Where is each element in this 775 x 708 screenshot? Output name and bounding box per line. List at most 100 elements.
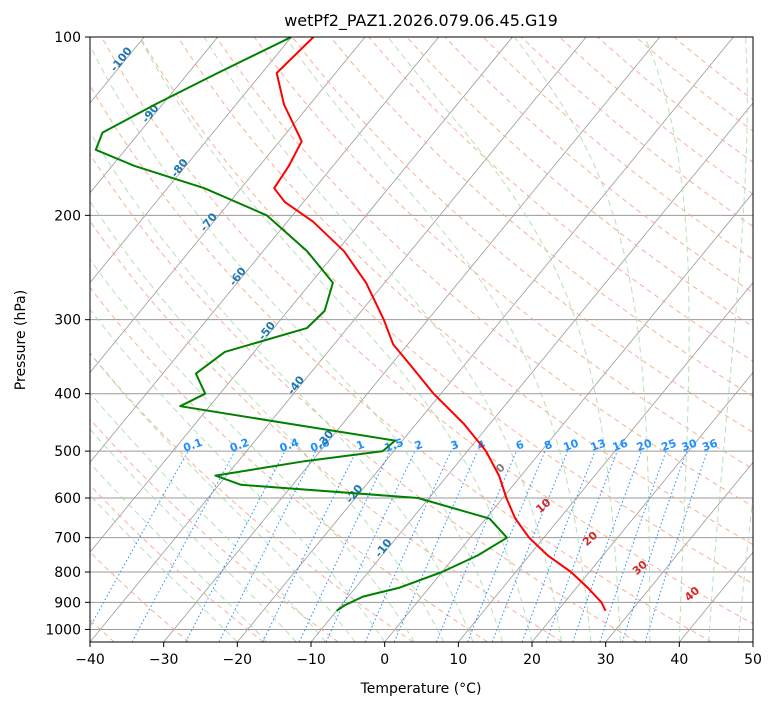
x-tick-label: −20 <box>223 652 253 668</box>
mixing-ratio-label: 20 <box>635 436 654 454</box>
mixing-ratio-line <box>491 450 569 642</box>
mixing-ratio-line <box>131 450 236 642</box>
moist-adiabat-line <box>90 258 415 642</box>
mixing-ratio-label: 36 <box>701 436 720 454</box>
dry-adiabat-line <box>406 37 753 328</box>
x-axis-label: Temperature (°C) <box>360 681 482 697</box>
y-tick-label: 500 <box>54 444 81 460</box>
x-axis-ticks: −40 −30 −20 −10 0 10 20 30 40 50 <box>75 642 762 668</box>
temperature-profile-line <box>273 37 607 612</box>
moist-adiabat-line <box>90 44 503 642</box>
y-tick-label: 900 <box>54 595 81 611</box>
x-tick-label: 20 <box>523 652 541 668</box>
dry-adiabat-line <box>101 37 753 625</box>
y-tick-label: 800 <box>54 565 81 581</box>
x-tick-label: 30 <box>597 652 615 668</box>
y-tick-label: 400 <box>54 387 81 403</box>
mixing-ratio-line <box>364 450 452 642</box>
dry-adiabat-line <box>90 286 488 642</box>
dry-adiabat-line <box>177 37 753 546</box>
moist-adiabat-line <box>284 37 592 642</box>
mixing-ratio-label: 30 <box>680 436 699 454</box>
dry-adiabat-line <box>90 551 190 642</box>
dry-adiabat-line <box>215 37 753 507</box>
dry-adiabat-label: -80 <box>168 156 191 180</box>
dry-adiabat-label: -100 <box>108 44 135 74</box>
y-tick-label: 300 <box>54 313 81 329</box>
dry-adiabat-line <box>635 37 753 132</box>
mixing-ratio-line <box>393 450 479 642</box>
dry-adiabat-line <box>330 37 753 398</box>
dry-adiabat-label: -70 <box>197 210 220 234</box>
mixing-ratio-line <box>521 450 596 642</box>
moist-adiabat-line <box>90 392 327 642</box>
dry-adiabat-label: -60 <box>226 264 249 288</box>
y-tick-label: 700 <box>54 531 81 547</box>
mixing-ratio-line <box>435 450 517 642</box>
mixing-ratio-label: 0.2 <box>228 436 251 455</box>
isotherm-line <box>679 551 753 642</box>
chart-title: wetPf2_PAZ1.2026.079.06.45.G19 <box>284 11 558 31</box>
dry-adiabat-line <box>139 37 753 585</box>
mixing-ratio-label: 10 <box>562 436 581 454</box>
moist-adiabat-line <box>644 37 690 642</box>
y-tick-label: 100 <box>54 30 81 46</box>
x-tick-label: 50 <box>744 652 762 668</box>
mixing-ratio-label: 2 <box>413 438 425 453</box>
plot-frame <box>89 36 754 643</box>
moist-adiabat-line <box>203 37 562 642</box>
dry-adiabat-line <box>90 352 414 642</box>
y-axis-ticks: 100 200 300 400 500 600 700 800 900 1000 <box>45 30 90 638</box>
x-tick-label: −40 <box>75 652 105 668</box>
isotherm-line <box>90 37 292 284</box>
background-line-labels: 0.1 0.2 0.4 0.6 1 1.5 2 3 4 6 8 10 13 16 20 25 30 36-100-… <box>108 44 720 604</box>
y-tick-label: 600 <box>54 491 81 507</box>
dry-adiabat-line <box>90 418 339 642</box>
moist-adiabat-label: 30 <box>630 558 650 578</box>
profile-series <box>94 37 607 612</box>
mixing-ratio-line <box>218 450 317 642</box>
moist-adiabat-line <box>387 37 621 642</box>
mixing-ratio-label: 0.6 <box>309 436 332 455</box>
x-tick-label: −30 <box>149 652 179 668</box>
isotherm-line <box>90 37 440 463</box>
y-tick-label: 1000 <box>45 622 81 638</box>
mixing-ratio-label: 25 <box>659 437 678 454</box>
mixing-ratio-line <box>572 450 642 642</box>
mixing-ratio-label: 0.1 <box>181 436 204 455</box>
y-tick-label: 200 <box>54 208 81 224</box>
moist-adiabat-line <box>90 428 297 642</box>
dry-adiabat-line <box>90 484 264 642</box>
dry-adiabat-line <box>253 37 753 470</box>
mixing-ratio-label: 0.4 <box>278 436 301 455</box>
dry-adiabat-line <box>90 220 563 642</box>
mixing-ratio-line <box>599 450 667 642</box>
dry-adiabat-line <box>292 37 753 433</box>
moist-adiabat-label: 40 <box>682 584 702 604</box>
mixing-ratio-label: 6 <box>514 438 526 453</box>
dry-adiabat-label: -10 <box>372 536 395 560</box>
isotherm-line <box>384 192 753 642</box>
moist-adiabat-line <box>90 494 238 642</box>
dry-adiabat-line <box>368 37 753 362</box>
moist-adiabat-label: 20 <box>580 529 600 549</box>
x-tick-label: 0 <box>380 652 389 668</box>
mixing-ratio-label: 1.5 <box>383 436 406 455</box>
moist-adiabat-line <box>708 37 748 642</box>
dry-adiabat-line <box>90 84 712 642</box>
moist-adiabat-line <box>90 352 356 642</box>
moist-adiabat-line <box>138 37 533 642</box>
x-tick-label: 40 <box>670 652 688 668</box>
dry-adiabat-line <box>444 37 753 294</box>
isotherm-line <box>237 37 734 642</box>
moist-adiabat-line <box>90 131 474 642</box>
mixing-ratio-line <box>644 450 708 642</box>
isotherm-line <box>605 461 753 642</box>
mixing-ratio-label: 3 <box>449 438 461 453</box>
mixing-ratio-line <box>545 450 618 642</box>
isotherm-line <box>310 102 753 642</box>
mixing-ratio-line <box>262 450 357 642</box>
background-lines <box>90 37 753 642</box>
dry-adiabat-line <box>559 37 753 195</box>
mixing-ratio-label: 1 <box>355 438 367 453</box>
